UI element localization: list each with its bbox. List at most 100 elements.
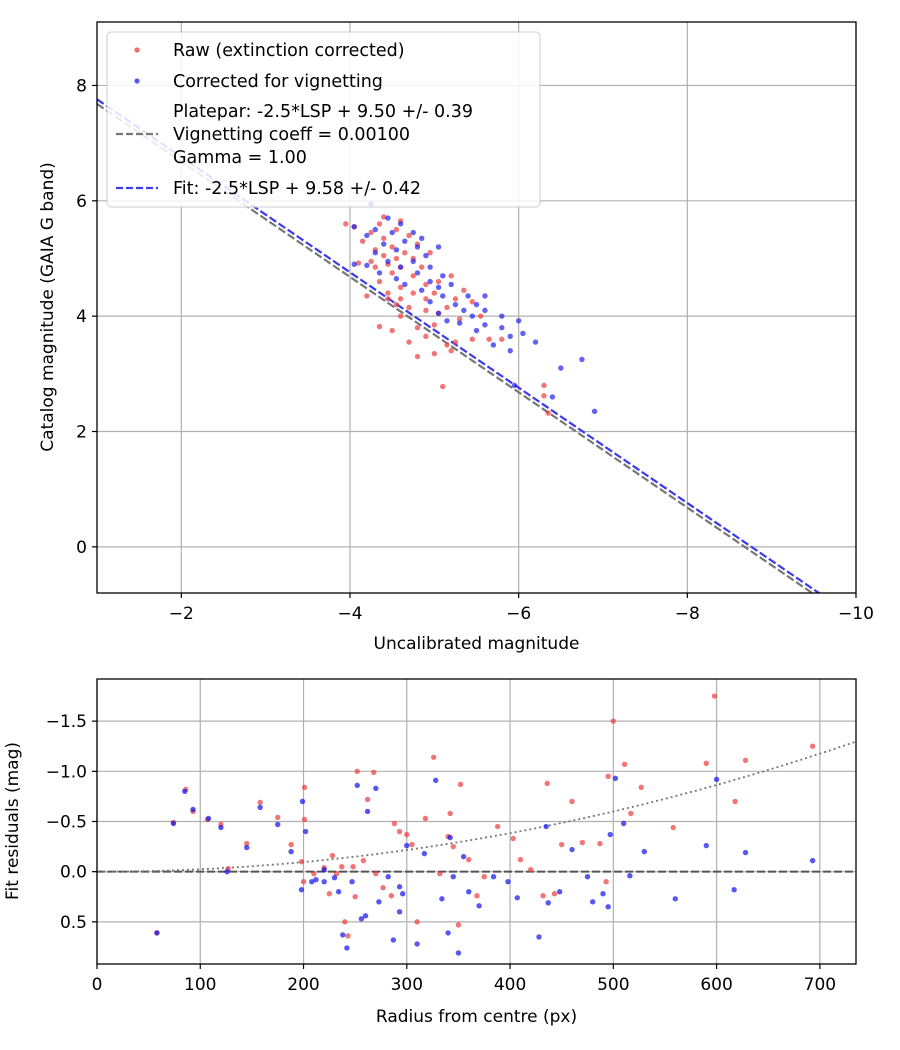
bottom-x-ticks: 0 100 200 300 400 500 600 700 (92, 964, 836, 995)
corrected-point (364, 262, 370, 269)
raw-point (469, 299, 475, 305)
raw-point (569, 798, 575, 805)
raw-point (437, 870, 443, 877)
corrected-point (473, 327, 480, 334)
raw-point (275, 814, 281, 821)
raw-point (414, 353, 421, 360)
raw-point (333, 870, 340, 877)
magnitude-calibration-plot: −2 −4 −6 −8 −10 0 2 4 6 8 Uncalibrated magnitude… (38, 21, 874, 654)
top-raw-points (343, 200, 551, 416)
corrected-point (605, 904, 611, 910)
raw-point (448, 273, 454, 279)
raw-point (406, 304, 412, 311)
corrected-point (672, 896, 678, 902)
top-y-tick-label: 8 (76, 76, 87, 96)
corrected-point (473, 301, 480, 308)
corrected-point (482, 307, 488, 314)
raw-point (450, 843, 456, 850)
raw-point (461, 287, 467, 293)
corrected-point (444, 318, 450, 324)
legend-raw-label: Raw (extinction corrected) (173, 41, 405, 61)
raw-point (456, 316, 463, 322)
corrected-point (490, 873, 497, 880)
bottom-y-ticks: 0.5 0.0 −0.5 −1.0 −1.5 (46, 712, 97, 933)
raw-point (469, 336, 475, 342)
raw-point (326, 891, 333, 897)
corrected-point (302, 828, 309, 835)
corrected-point (414, 270, 421, 276)
corrected-point (309, 879, 315, 885)
corrected-point (511, 382, 518, 389)
corrected-point (482, 293, 488, 299)
raw-point (409, 841, 415, 848)
raw-point (610, 718, 617, 724)
corrected-point (514, 895, 520, 901)
corrected-point (418, 235, 425, 241)
corrected-point (620, 820, 627, 827)
top-y-tick-label: 6 (76, 192, 87, 212)
residuals-plot: 0 100 200 300 400 500 600 700 0.5 0.0 −0.5 −1.0 −1.… (3, 678, 857, 1027)
corrected-point (399, 891, 406, 897)
raw-point (544, 780, 550, 787)
raw-point (452, 296, 459, 302)
raw-point (410, 273, 416, 279)
corrected-point (545, 900, 551, 906)
corrected-point (376, 270, 383, 276)
raw-point (406, 339, 412, 345)
raw-point (376, 221, 383, 227)
top-x-tick-label: −4 (337, 604, 362, 624)
raw-point (540, 893, 546, 899)
corrected-point (499, 324, 505, 331)
raw-point (494, 823, 501, 830)
raw-point (368, 229, 374, 236)
raw-point (350, 863, 356, 870)
raw-point (364, 293, 370, 299)
raw-point (444, 304, 450, 311)
corrected-point (397, 221, 404, 227)
top-y-ticks: 0 2 4 6 8 (76, 76, 97, 558)
corrected-point (439, 896, 445, 902)
raw-point (466, 856, 472, 863)
bot-x-tick-label: 100 (184, 975, 216, 995)
raw-point (388, 893, 395, 899)
raw-point (389, 244, 395, 250)
raw-point (605, 773, 611, 780)
legend-raw-marker (134, 47, 140, 53)
top-y-tick-label: 0 (76, 538, 87, 558)
raw-point (474, 893, 480, 899)
raw-point (447, 810, 453, 817)
raw-point (393, 226, 400, 233)
corrected-point (299, 798, 306, 805)
top-x-tick-label: −2 (169, 604, 194, 624)
corrected-point (393, 275, 400, 282)
corrected-point (455, 950, 462, 956)
raw-point (397, 313, 404, 319)
raw-point (414, 324, 421, 331)
corrected-point (627, 872, 633, 879)
raw-point (809, 743, 816, 749)
raw-point (638, 784, 644, 791)
raw-point (393, 301, 400, 308)
raw-point (359, 238, 366, 244)
corrected-point (344, 945, 350, 951)
bot-x-tick-label: 0 (92, 975, 103, 995)
raw-point (431, 350, 438, 357)
fit-line (97, 98, 821, 593)
raw-point (355, 260, 362, 266)
corrected-point (448, 281, 454, 288)
corrected-point (423, 252, 429, 259)
corrected-point (421, 850, 428, 857)
corrected-point (351, 224, 357, 230)
corrected-point (703, 842, 709, 849)
raw-point (517, 856, 524, 863)
raw-point (381, 235, 387, 241)
raw-point (402, 250, 408, 256)
corrected-point (450, 873, 456, 880)
bot-y-tick-label: 0.0 (60, 863, 87, 883)
raw-point (364, 796, 371, 803)
raw-point (244, 840, 250, 847)
corrected-point (461, 307, 467, 314)
raw-point (423, 333, 429, 340)
corrected-point (499, 313, 505, 319)
corrected-point (381, 241, 387, 247)
